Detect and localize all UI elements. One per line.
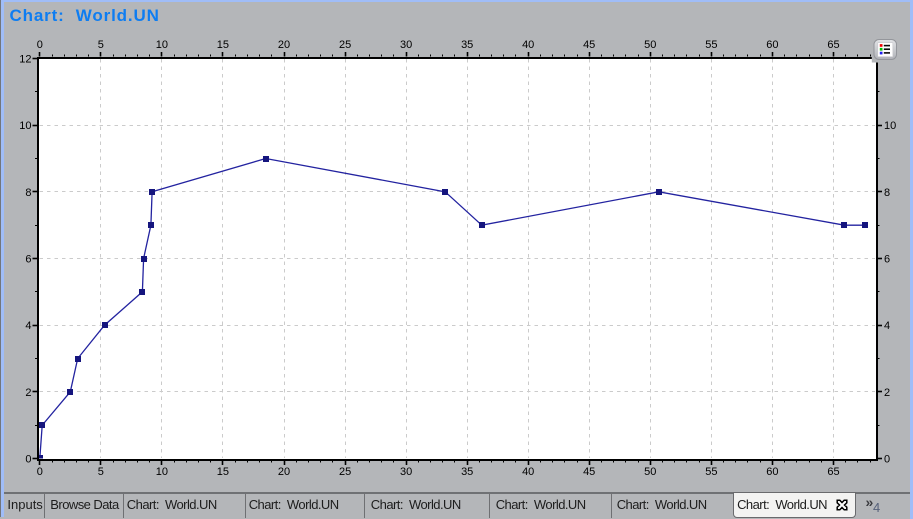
svg-text:4: 4 bbox=[25, 320, 31, 332]
svg-text:2: 2 bbox=[25, 387, 31, 399]
svg-text:45: 45 bbox=[583, 466, 595, 478]
svg-text:20: 20 bbox=[278, 466, 290, 478]
svg-text:50: 50 bbox=[644, 466, 656, 478]
svg-text:12: 12 bbox=[19, 54, 31, 66]
svg-text:0: 0 bbox=[37, 39, 43, 51]
svg-text:20: 20 bbox=[278, 39, 290, 51]
svg-text:0: 0 bbox=[37, 466, 43, 478]
svg-text:65: 65 bbox=[827, 466, 839, 478]
svg-text:5: 5 bbox=[98, 39, 104, 51]
svg-text:15: 15 bbox=[217, 39, 229, 51]
svg-text:10: 10 bbox=[156, 466, 168, 478]
svg-text:4: 4 bbox=[884, 320, 890, 332]
svg-text:10: 10 bbox=[19, 120, 31, 132]
svg-text:8: 8 bbox=[884, 187, 890, 199]
svg-text:60: 60 bbox=[766, 39, 778, 51]
svg-text:25: 25 bbox=[339, 39, 351, 51]
svg-text:30: 30 bbox=[400, 466, 412, 478]
svg-text:25: 25 bbox=[339, 466, 351, 478]
svg-text:0: 0 bbox=[884, 454, 890, 466]
svg-text:55: 55 bbox=[705, 466, 717, 478]
svg-text:65: 65 bbox=[827, 39, 839, 51]
svg-text:40: 40 bbox=[522, 466, 534, 478]
svg-text:6: 6 bbox=[884, 254, 890, 266]
svg-text:55: 55 bbox=[705, 39, 717, 51]
svg-text:10: 10 bbox=[156, 39, 168, 51]
svg-text:40: 40 bbox=[522, 39, 534, 51]
svg-text:5: 5 bbox=[98, 466, 104, 478]
svg-text:35: 35 bbox=[461, 39, 473, 51]
svg-text:10: 10 bbox=[884, 120, 896, 132]
svg-text:60: 60 bbox=[766, 466, 778, 478]
svg-text:35: 35 bbox=[461, 466, 473, 478]
svg-text:2: 2 bbox=[884, 387, 890, 399]
svg-text:15: 15 bbox=[217, 466, 229, 478]
svg-text:50: 50 bbox=[644, 39, 656, 51]
svg-text:0: 0 bbox=[25, 454, 31, 466]
svg-text:6: 6 bbox=[25, 254, 31, 266]
svg-text:8: 8 bbox=[25, 187, 31, 199]
svg-text:45: 45 bbox=[583, 39, 595, 51]
svg-text:30: 30 bbox=[400, 39, 412, 51]
